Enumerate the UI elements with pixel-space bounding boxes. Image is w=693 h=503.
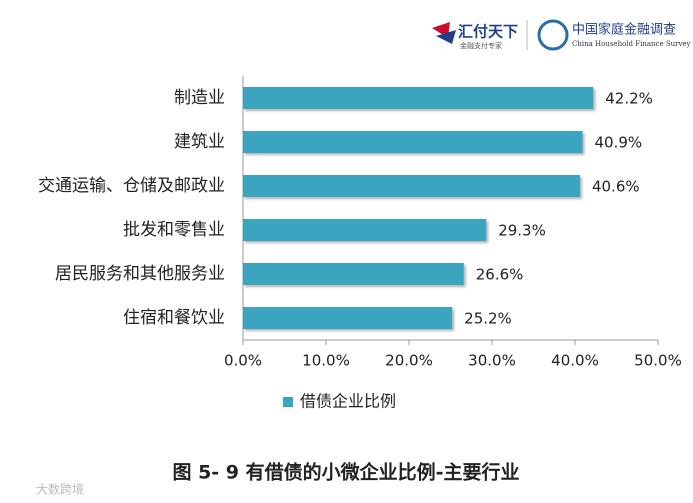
value-label: 42.2% bbox=[605, 90, 653, 108]
brand: 中国家庭金融调查 bbox=[572, 22, 676, 38]
value-label: 40.9% bbox=[594, 134, 642, 152]
bar bbox=[243, 131, 583, 153]
y-tick-label: 居民服务和其他服务业 bbox=[55, 264, 225, 284]
x-tick-label: 10.0% bbox=[302, 352, 350, 370]
bar bbox=[243, 87, 594, 109]
logo-icon bbox=[537, 19, 569, 51]
brand-sub: 金融支付专家 bbox=[460, 41, 502, 50]
bar bbox=[243, 307, 453, 329]
y-tick-label: 制造业 bbox=[174, 88, 225, 108]
x-tick-label: 0.0% bbox=[224, 352, 262, 370]
value-label: 26.6% bbox=[476, 266, 524, 284]
x-tick-label: 20.0% bbox=[385, 352, 433, 370]
caption: 图 5- 9 有借债的小微企业比例-主要行业 bbox=[172, 461, 519, 484]
bar bbox=[243, 219, 487, 241]
y-tick-label: 住宿和餐饮业 bbox=[123, 308, 225, 328]
x-tick-label: 30.0% bbox=[468, 352, 516, 370]
brand-sub: China Household Finance Survey bbox=[572, 40, 691, 48]
y-tick-label: 建筑业 bbox=[174, 132, 225, 152]
bar bbox=[243, 175, 580, 197]
value-label: 25.2% bbox=[464, 310, 512, 328]
y-tick-label: 交通运输、仓储及邮政业 bbox=[38, 176, 225, 196]
x-tick-label: 50.0% bbox=[634, 352, 682, 370]
bar bbox=[243, 263, 464, 285]
x-tick-label: 40.0% bbox=[551, 352, 599, 370]
brand: 汇付天下 bbox=[458, 23, 518, 41]
legend-label: 借债企业比例 bbox=[300, 392, 396, 411]
watermark: 大数跨境 bbox=[36, 482, 84, 497]
legend-swatch bbox=[283, 397, 293, 407]
header-logos: 汇付天下 金融支付专家 中国家庭金融调查 China Household Fin… bbox=[432, 19, 691, 51]
y-tick-label: 批发和零售业 bbox=[123, 220, 225, 240]
value-label: 40.6% bbox=[592, 178, 640, 196]
logo-icon bbox=[436, 30, 456, 44]
value-label: 29.3% bbox=[498, 222, 546, 240]
